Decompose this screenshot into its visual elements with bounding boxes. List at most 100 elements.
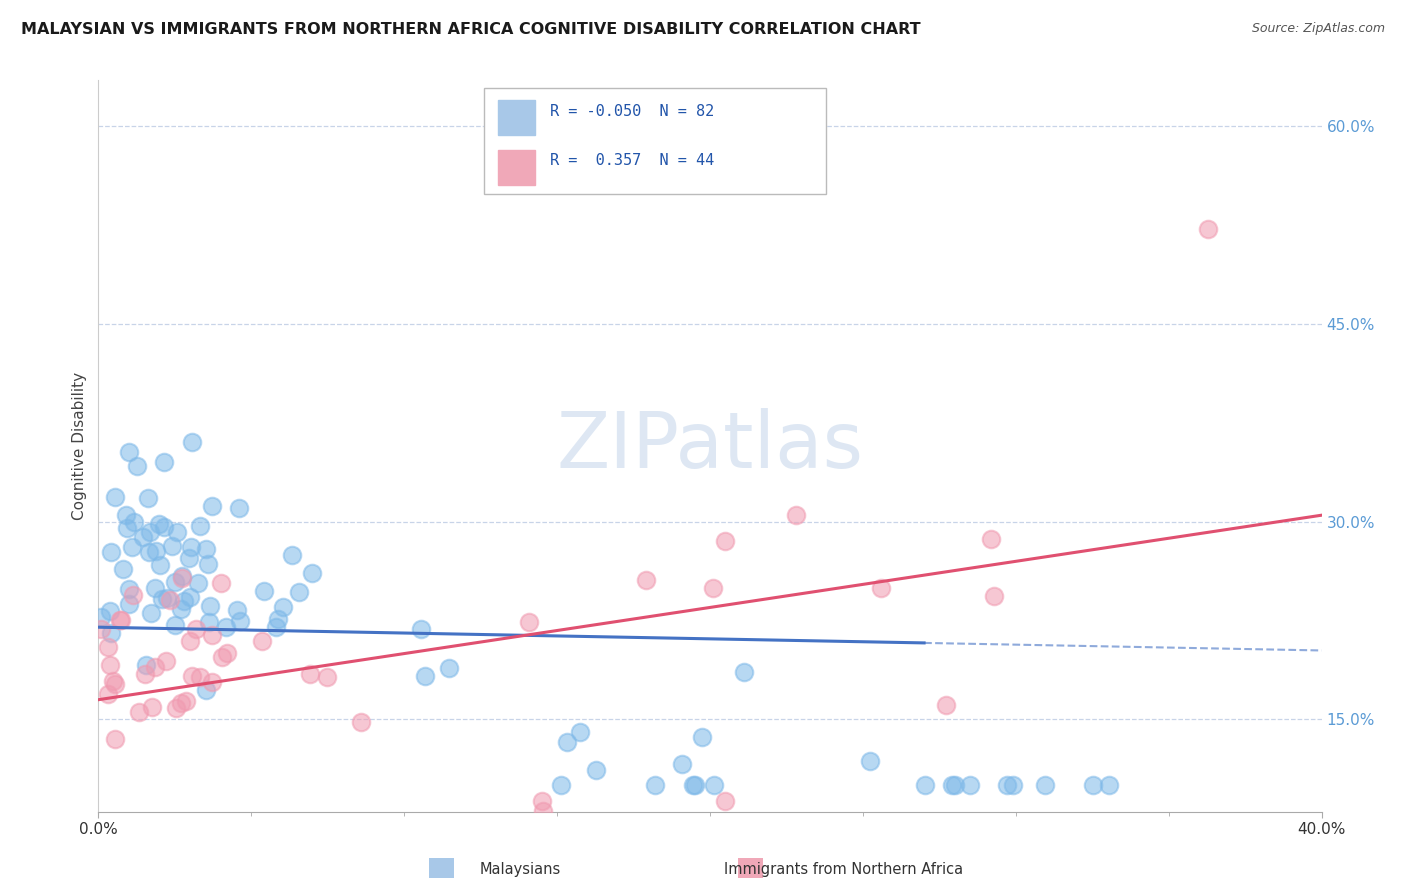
Point: [125, 458, 148, 473]
Point: [143, 660, 166, 674]
Point: [644, 778, 666, 792]
Point: [118, 582, 141, 596]
Point: [135, 658, 157, 673]
Point: [914, 778, 936, 792]
Point: [200, 500, 222, 514]
Point: [1098, 778, 1121, 792]
Point: [301, 566, 323, 580]
Point: [98, 604, 121, 618]
Point: [702, 581, 724, 595]
Point: [1033, 778, 1056, 792]
Point: [170, 602, 193, 616]
Point: [198, 599, 221, 613]
Point: [111, 561, 134, 575]
Point: [136, 491, 159, 505]
Point: [155, 654, 177, 668]
Point: [226, 603, 249, 617]
Point: [415, 669, 437, 683]
Point: [153, 519, 176, 533]
Point: [682, 778, 704, 792]
Point: [160, 539, 183, 553]
Point: [134, 667, 156, 681]
Point: [250, 633, 273, 648]
Point: [569, 725, 592, 739]
Point: [703, 778, 725, 792]
Point: [132, 530, 155, 544]
Point: [288, 585, 311, 599]
Text: Immigrants from Northern Africa: Immigrants from Northern Africa: [724, 863, 963, 877]
Point: [104, 732, 127, 747]
Point: [180, 669, 202, 683]
Point: [121, 540, 143, 554]
Point: [941, 778, 963, 792]
FancyBboxPatch shape: [484, 87, 827, 194]
Point: [179, 551, 201, 566]
Point: [110, 613, 132, 627]
Point: [149, 558, 172, 573]
Bar: [498, 100, 536, 136]
Point: [194, 541, 217, 556]
Text: Source: ZipAtlas.com: Source: ZipAtlas.com: [1251, 22, 1385, 36]
Point: [531, 804, 554, 818]
Point: [197, 615, 219, 629]
Point: [128, 705, 150, 719]
Point: [172, 569, 194, 583]
Point: [209, 576, 232, 591]
Point: [139, 525, 162, 540]
Text: R = -0.050  N = 82: R = -0.050 N = 82: [550, 104, 714, 120]
Point: [215, 646, 238, 660]
Point: [959, 778, 981, 792]
Point: [350, 714, 373, 729]
Point: [870, 581, 893, 595]
Point: [115, 521, 138, 535]
Point: [180, 540, 202, 554]
Point: [980, 532, 1002, 546]
Point: [143, 581, 166, 595]
Point: [550, 778, 572, 792]
Point: [153, 455, 176, 469]
Point: [683, 778, 706, 792]
Point: [316, 670, 339, 684]
Point: [201, 628, 224, 642]
Point: [97, 687, 120, 701]
Point: [188, 670, 211, 684]
Point: [118, 445, 141, 459]
Bar: [429, 858, 454, 878]
Point: [124, 515, 146, 529]
Point: [115, 508, 138, 522]
Point: [228, 501, 250, 516]
Point: [163, 574, 186, 589]
Point: [517, 615, 540, 629]
Point: [692, 730, 714, 744]
Text: Malaysians: Malaysians: [479, 863, 561, 877]
Point: [172, 571, 194, 585]
Point: [179, 633, 201, 648]
Point: [138, 544, 160, 558]
Point: [409, 622, 432, 636]
Point: [159, 593, 181, 607]
Point: [173, 594, 195, 608]
Text: ZIPatlas: ZIPatlas: [557, 408, 863, 484]
Point: [585, 763, 607, 777]
Point: [108, 613, 131, 627]
Point: [180, 435, 202, 450]
Bar: [498, 150, 536, 186]
Point: [90, 610, 112, 624]
Point: [733, 665, 755, 680]
Point: [98, 658, 121, 673]
Point: [943, 778, 966, 792]
Point: [714, 794, 737, 808]
Point: [101, 673, 124, 688]
Point: [935, 698, 957, 713]
Point: [141, 606, 163, 620]
Point: [215, 620, 238, 634]
Point: [141, 700, 163, 714]
Point: [671, 756, 693, 771]
Point: [271, 600, 294, 615]
Point: [267, 611, 290, 625]
Text: R =  0.357  N = 44: R = 0.357 N = 44: [550, 153, 714, 169]
Point: [163, 618, 186, 632]
Point: [298, 667, 321, 681]
Point: [150, 592, 173, 607]
Point: [156, 591, 179, 605]
